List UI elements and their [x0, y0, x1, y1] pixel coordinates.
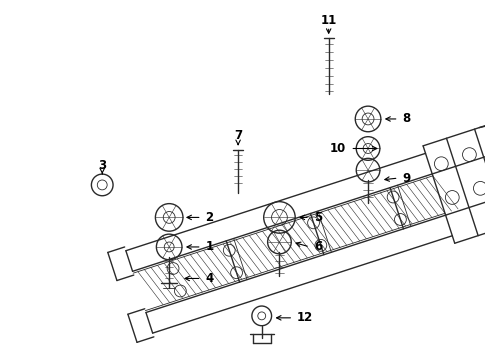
- Text: 7: 7: [234, 129, 242, 142]
- Text: 10: 10: [329, 142, 346, 155]
- Text: 3: 3: [98, 159, 106, 172]
- Text: 12: 12: [297, 311, 313, 324]
- Text: 1: 1: [205, 240, 213, 253]
- Text: 8: 8: [402, 112, 410, 125]
- Text: 2: 2: [205, 211, 213, 224]
- Text: 11: 11: [320, 14, 336, 27]
- Text: 4: 4: [205, 272, 213, 285]
- Text: 6: 6: [313, 240, 322, 253]
- Text: 9: 9: [402, 171, 410, 185]
- Text: 5: 5: [313, 211, 322, 224]
